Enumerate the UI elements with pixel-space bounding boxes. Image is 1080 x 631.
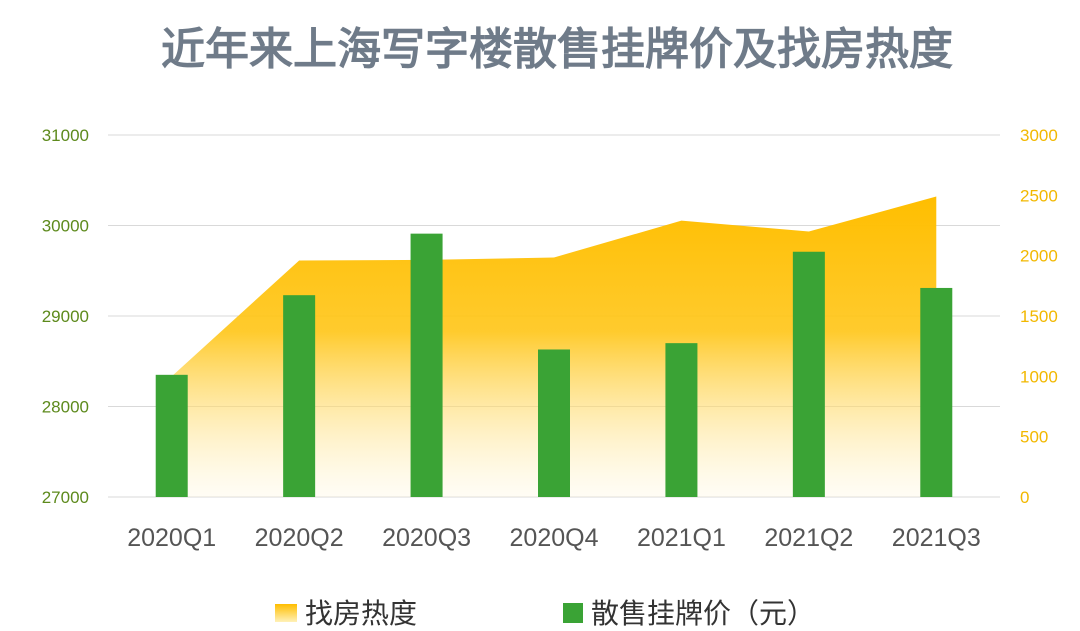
left-tick-label: 31000 <box>42 126 89 145</box>
bar-series <box>155 233 953 497</box>
right-tick-label: 0 <box>1020 488 1029 507</box>
legend: 找房热度 散售挂牌价（元） <box>275 597 815 630</box>
x-tick-label: 2021Q3 <box>892 524 981 552</box>
bar-2021Q3 <box>920 287 953 497</box>
right-tick-label: 2000 <box>1020 247 1058 266</box>
left-tick-label: 27000 <box>42 488 89 507</box>
left-tick-label: 28000 <box>42 398 89 417</box>
x-tick-label: 2021Q2 <box>764 524 853 552</box>
right-axis-ticks: 0 500 1000 1500 2000 2500 3000 <box>1020 126 1058 507</box>
bar-2021Q1 <box>665 343 698 497</box>
x-tick-label: 2020Q2 <box>255 524 344 552</box>
bar-2021Q2 <box>792 251 825 497</box>
bar-2020Q2 <box>283 295 316 497</box>
left-tick-label: 30000 <box>42 217 89 236</box>
bar-2020Q4 <box>538 349 570 497</box>
x-tick-label: 2020Q4 <box>510 524 599 552</box>
x-tick-label: 2020Q3 <box>382 524 471 552</box>
x-axis-ticks: 2020Q1 2020Q2 2020Q3 2020Q4 2021Q1 2021Q2 2021… <box>127 524 981 552</box>
bar-2020Q1 <box>155 374 188 497</box>
chart-title: 近年来上海写字楼散售挂牌价及找房热度 <box>161 24 953 75</box>
right-tick-label: 1000 <box>1020 367 1058 386</box>
area-fill <box>171 196 937 498</box>
legend-label-area: 找房热度 <box>305 597 417 630</box>
x-tick-label: 2020Q1 <box>127 524 216 552</box>
bar-2020Q3 <box>410 233 443 497</box>
x-tick-label: 2021Q1 <box>637 524 726 552</box>
right-tick-label: 2500 <box>1020 186 1058 205</box>
right-tick-label: 3000 <box>1020 126 1058 145</box>
left-axis-ticks: 27000 28000 29000 30000 31000 <box>42 126 89 507</box>
legend-swatch-area <box>275 604 297 622</box>
right-tick-label: 1500 <box>1020 307 1058 326</box>
legend-swatch-bar <box>563 603 583 623</box>
left-tick-label: 29000 <box>42 307 89 326</box>
right-tick-label: 500 <box>1020 428 1048 447</box>
legend-label-bar: 散售挂牌价（元） <box>591 597 815 630</box>
